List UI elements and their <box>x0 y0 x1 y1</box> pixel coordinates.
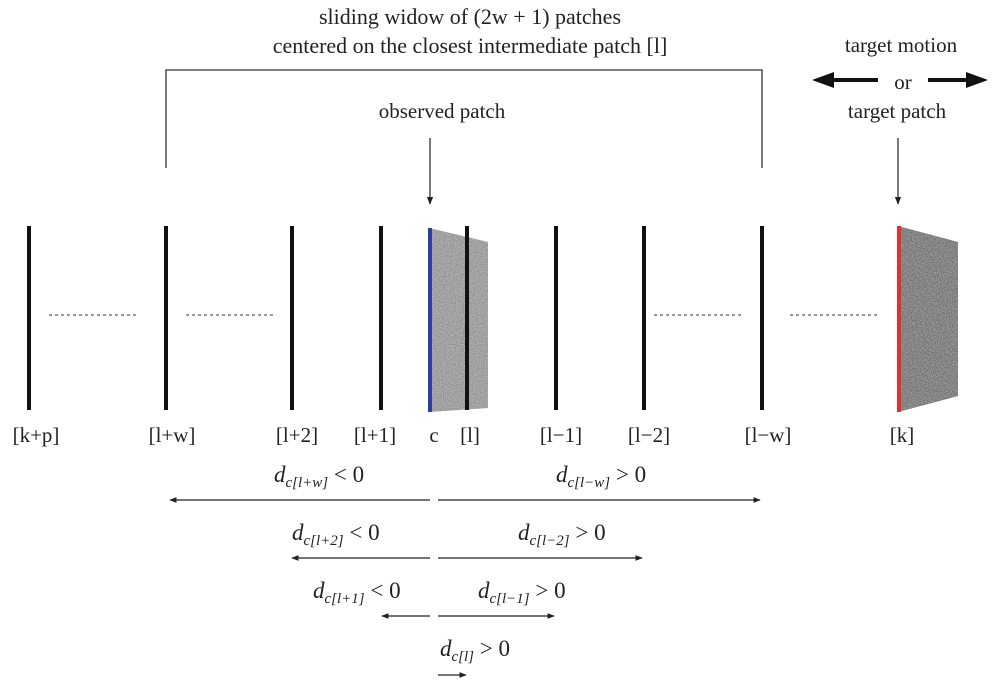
target-patch-label: target patch <box>847 99 947 123</box>
label-l: [l] <box>460 423 480 447</box>
label-l-minus-1: [l−1] <box>539 423 583 447</box>
dist-l-minus-w: dc[l−w] > 0 <box>556 462 647 491</box>
patch-bars <box>27 226 764 410</box>
dist-l-minus-1: dc[l−1] > 0 <box>478 578 566 607</box>
target-motion-arrows <box>812 72 988 88</box>
dist-l-plus-1: dc[l+1] < 0 <box>313 578 401 607</box>
target-patch <box>897 226 958 412</box>
label-l-plus-w: [l+w] <box>148 423 196 447</box>
distance-arrows <box>169 497 761 678</box>
or-label: or <box>894 70 912 94</box>
dist-l-plus-2: dc[l+2] < 0 <box>292 520 380 549</box>
observed-patch <box>428 228 488 412</box>
dist-l-minus-2: dc[l−2] > 0 <box>518 520 606 549</box>
dist-l-plus-w: dc[l+w] < 0 <box>274 462 365 491</box>
target-motion-label: target motion <box>844 33 958 57</box>
window-bracket <box>165 69 763 168</box>
window-title-line1: sliding widow of (2w + 1) patches <box>318 4 622 29</box>
label-l-minus-w: [l−w] <box>744 423 792 447</box>
label-l-minus-2: [l−2] <box>627 423 671 447</box>
observed-patch-label: observed patch <box>378 99 506 123</box>
dist-l: dc[l] > 0 <box>440 636 510 665</box>
window-title-line2: centered on the closest intermediate pat… <box>272 33 668 58</box>
label-l-plus-2: [l+2] <box>275 423 319 447</box>
label-c: c <box>429 423 439 447</box>
label-k: [k] <box>889 423 915 447</box>
label-k-plus-p: [k+p] <box>12 423 60 447</box>
label-l-plus-1: [l+1] <box>353 423 397 447</box>
